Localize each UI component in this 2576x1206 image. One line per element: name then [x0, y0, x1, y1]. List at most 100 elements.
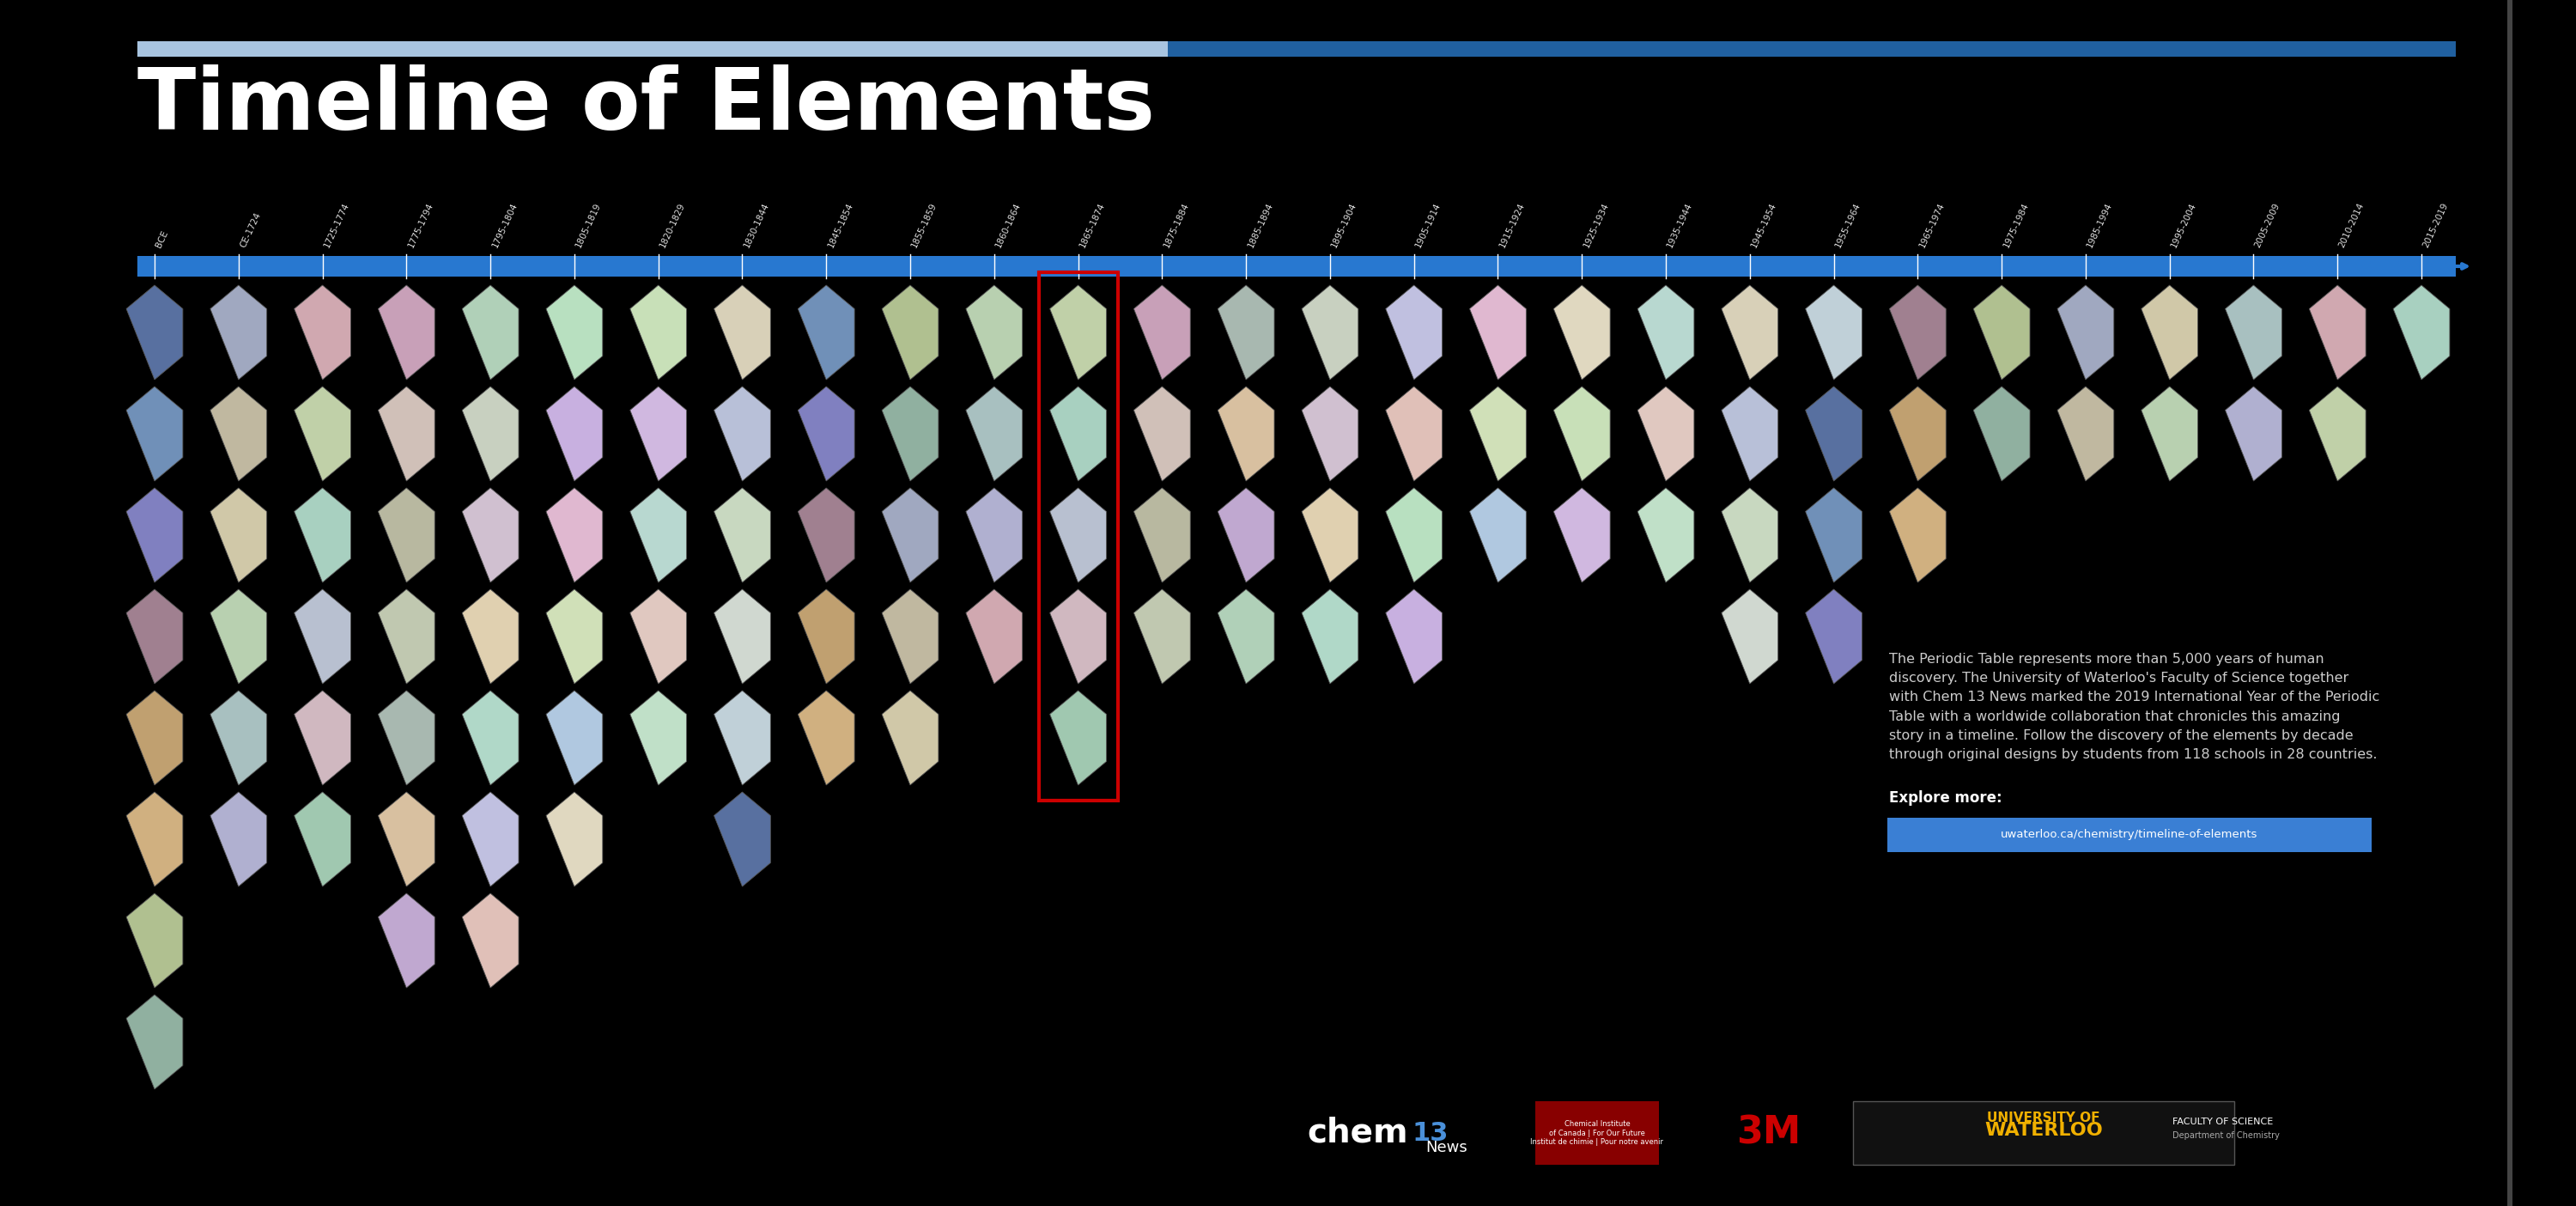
- Polygon shape: [1301, 590, 1358, 684]
- Polygon shape: [2141, 387, 2197, 481]
- Polygon shape: [881, 590, 938, 684]
- Text: CE-1724: CE-1724: [240, 211, 263, 250]
- Text: 2015-2019: 2015-2019: [2421, 201, 2450, 250]
- Polygon shape: [1301, 488, 1358, 582]
- Polygon shape: [1386, 387, 1443, 481]
- Polygon shape: [1973, 285, 2030, 380]
- Polygon shape: [2226, 285, 2282, 380]
- Polygon shape: [1051, 590, 1105, 684]
- Polygon shape: [461, 387, 518, 481]
- Text: 13: 13: [1412, 1120, 1448, 1146]
- Polygon shape: [1386, 590, 1443, 684]
- Polygon shape: [379, 792, 435, 886]
- Polygon shape: [1721, 387, 1777, 481]
- Polygon shape: [714, 488, 770, 582]
- Text: 2010-2014: 2010-2014: [2336, 201, 2365, 250]
- Text: 1855-1859: 1855-1859: [909, 201, 938, 250]
- Text: 1985-1994: 1985-1994: [2087, 201, 2115, 250]
- Polygon shape: [714, 792, 770, 886]
- Polygon shape: [714, 285, 770, 380]
- Polygon shape: [2141, 285, 2197, 380]
- Polygon shape: [461, 285, 518, 380]
- Polygon shape: [211, 792, 268, 886]
- Polygon shape: [379, 691, 435, 785]
- Polygon shape: [461, 691, 518, 785]
- Text: Timeline of Elements: Timeline of Elements: [137, 64, 1154, 148]
- Polygon shape: [966, 590, 1023, 684]
- FancyBboxPatch shape: [137, 256, 2455, 276]
- Polygon shape: [1553, 488, 1610, 582]
- Text: 1895-1904: 1895-1904: [1329, 201, 1358, 250]
- Polygon shape: [881, 285, 938, 380]
- Polygon shape: [1051, 285, 1105, 380]
- Text: 1865-1874: 1865-1874: [1079, 201, 1108, 250]
- FancyBboxPatch shape: [2506, 0, 2512, 1206]
- Polygon shape: [1218, 590, 1275, 684]
- Text: WATERLOO: WATERLOO: [1984, 1122, 2102, 1138]
- Text: 1875-1884: 1875-1884: [1162, 201, 1190, 250]
- FancyBboxPatch shape: [137, 41, 1167, 57]
- Polygon shape: [379, 387, 435, 481]
- Polygon shape: [1638, 488, 1695, 582]
- Polygon shape: [799, 285, 855, 380]
- Polygon shape: [379, 285, 435, 380]
- Text: 1820-1829: 1820-1829: [659, 201, 688, 250]
- Polygon shape: [294, 590, 350, 684]
- FancyBboxPatch shape: [1167, 41, 2455, 57]
- Polygon shape: [881, 691, 938, 785]
- Text: The Periodic Table represents more than 5,000 years of human
discovery. The Univ: The Periodic Table represents more than …: [1888, 652, 2380, 761]
- Polygon shape: [546, 691, 603, 785]
- Polygon shape: [799, 590, 855, 684]
- Polygon shape: [1051, 691, 1105, 785]
- Text: News: News: [1425, 1140, 1468, 1155]
- Polygon shape: [1888, 387, 1945, 481]
- Polygon shape: [966, 387, 1023, 481]
- Polygon shape: [1133, 285, 1190, 380]
- Polygon shape: [1806, 590, 1862, 684]
- Polygon shape: [2308, 387, 2365, 481]
- Polygon shape: [1973, 387, 2030, 481]
- Text: 1830-1844: 1830-1844: [742, 201, 770, 250]
- Polygon shape: [1638, 387, 1695, 481]
- Polygon shape: [2226, 387, 2282, 481]
- Polygon shape: [1638, 285, 1695, 380]
- Text: 1945-1954: 1945-1954: [1749, 201, 1777, 250]
- FancyBboxPatch shape: [438, 41, 644, 57]
- Polygon shape: [714, 590, 770, 684]
- Text: 1925-1934: 1925-1934: [1582, 201, 1610, 250]
- FancyBboxPatch shape: [1852, 1101, 2233, 1165]
- Polygon shape: [1133, 590, 1190, 684]
- Polygon shape: [1218, 285, 1275, 380]
- Polygon shape: [1888, 285, 1945, 380]
- Text: 2005-2009: 2005-2009: [2254, 201, 2282, 250]
- Polygon shape: [631, 285, 688, 380]
- FancyBboxPatch shape: [644, 41, 1229, 57]
- Polygon shape: [631, 488, 688, 582]
- Polygon shape: [1471, 285, 1525, 380]
- Polygon shape: [1806, 285, 1862, 380]
- Polygon shape: [1471, 387, 1525, 481]
- Polygon shape: [211, 387, 268, 481]
- Polygon shape: [294, 285, 350, 380]
- Polygon shape: [126, 488, 183, 582]
- Polygon shape: [1471, 488, 1525, 582]
- FancyBboxPatch shape: [137, 41, 438, 57]
- Polygon shape: [2058, 387, 2115, 481]
- Polygon shape: [966, 488, 1023, 582]
- Polygon shape: [966, 285, 1023, 380]
- Polygon shape: [294, 792, 350, 886]
- Polygon shape: [126, 691, 183, 785]
- Text: Explore more:: Explore more:: [1888, 790, 2002, 806]
- FancyBboxPatch shape: [1229, 41, 1744, 57]
- Text: FACULTY OF SCIENCE: FACULTY OF SCIENCE: [2172, 1118, 2272, 1126]
- Text: chem: chem: [1306, 1117, 1409, 1149]
- Polygon shape: [631, 590, 688, 684]
- Polygon shape: [211, 488, 268, 582]
- Text: 1995-2004: 1995-2004: [2169, 201, 2197, 250]
- Text: 1965-1974: 1965-1974: [1917, 201, 1945, 250]
- Polygon shape: [1301, 387, 1358, 481]
- Polygon shape: [1301, 285, 1358, 380]
- Polygon shape: [126, 995, 183, 1089]
- Polygon shape: [1553, 285, 1610, 380]
- Polygon shape: [631, 691, 688, 785]
